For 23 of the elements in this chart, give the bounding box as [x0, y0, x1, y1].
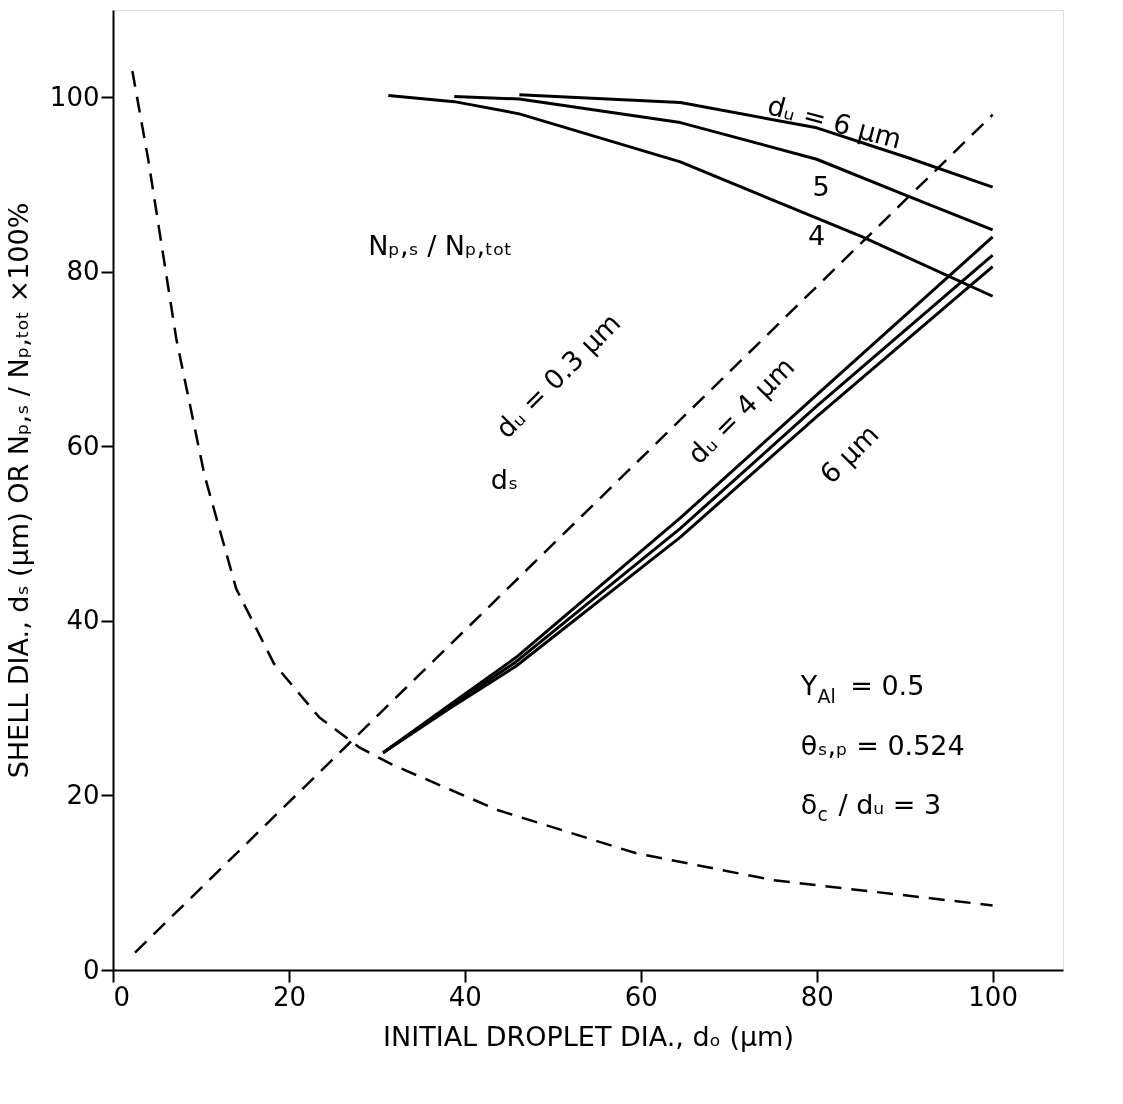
- annotation: dᵤ = 0.3 μm: [489, 306, 627, 445]
- x-tick-label: 20: [272, 981, 306, 1012]
- y-tick-label: 0: [82, 954, 100, 985]
- annotation: dᵤ = 6 μm: [764, 89, 905, 155]
- x-axis-title: INITIAL DROPLET DIA., dₒ (μm): [383, 1020, 794, 1052]
- x-tick-label: 0: [113, 981, 131, 1012]
- annotation: 6 μm: [813, 418, 885, 490]
- y-tick-label: 80: [66, 256, 100, 287]
- annotation: dₛ: [490, 464, 519, 496]
- y-tick-label: 20: [66, 779, 100, 810]
- annotation: 4: [808, 219, 826, 251]
- x-tick-label: 80: [800, 981, 834, 1012]
- annotation: Nₚ,ₛ / Nₚ,ₜₒₜ: [368, 230, 513, 262]
- y-tick-label: 40: [66, 605, 100, 636]
- x-tick-label: 40: [448, 981, 482, 1012]
- annotation: 5: [812, 171, 830, 203]
- y-tick-label: 60: [66, 430, 100, 461]
- x-tick-label: 100: [968, 981, 1018, 1012]
- annotation: θₛ,ₚ = 0.524: [800, 729, 965, 761]
- y-tick-label: 100: [49, 81, 100, 112]
- x-tick-label: 60: [624, 981, 658, 1012]
- y-axis-title: SHELL DIA., dₛ (μm) OR Nₚ,ₛ / Nₚ,ₜₒₜ ×100%: [2, 202, 34, 779]
- annotation: dᵤ = 4 μm: [681, 350, 801, 470]
